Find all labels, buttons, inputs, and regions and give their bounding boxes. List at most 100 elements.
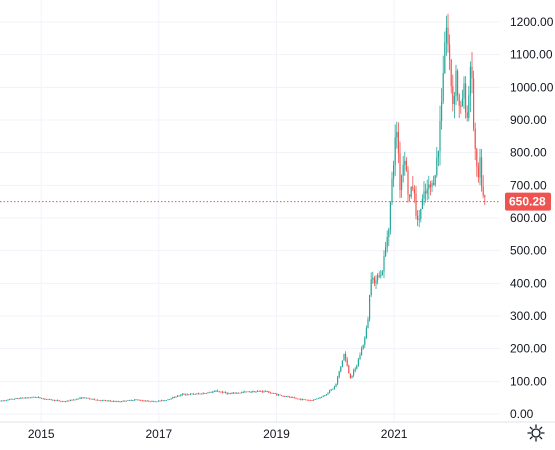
candle-down xyxy=(450,59,452,87)
candle-up xyxy=(92,398,94,400)
candle-up xyxy=(156,401,158,403)
candle-up xyxy=(461,98,463,107)
candle-down xyxy=(271,392,273,394)
candle-down xyxy=(49,399,51,400)
candle-up xyxy=(285,396,287,397)
candle-up xyxy=(79,397,81,399)
candle-up xyxy=(85,397,87,399)
candle-up xyxy=(445,27,447,43)
candle-down xyxy=(460,105,462,107)
candle-down xyxy=(245,391,247,393)
candle-up xyxy=(330,389,332,391)
candle-up xyxy=(431,183,433,188)
candle-down xyxy=(89,398,91,400)
candle-down xyxy=(345,353,347,360)
candle-down xyxy=(105,400,107,402)
candle-down xyxy=(284,396,286,397)
y-tick-label: 700.00 xyxy=(510,178,547,192)
y-tick-label: 500.00 xyxy=(510,244,547,258)
candle-up xyxy=(108,400,110,402)
candle-down xyxy=(308,400,310,401)
candle-down xyxy=(292,397,294,398)
candle-up xyxy=(121,401,123,403)
y-tick-label: 900.00 xyxy=(510,113,547,127)
candle-up xyxy=(354,368,356,371)
candle-down xyxy=(217,391,219,392)
candle-up xyxy=(161,400,163,402)
candle-up xyxy=(116,401,118,403)
x-tick-label: 2021 xyxy=(381,427,408,441)
candle-up xyxy=(9,399,11,401)
candle-down xyxy=(18,398,20,400)
candle-up xyxy=(186,394,188,396)
candle-up xyxy=(463,83,465,99)
candle-down xyxy=(234,392,236,394)
candle-down xyxy=(12,398,14,400)
candle-up xyxy=(327,392,329,395)
candle-up xyxy=(196,393,198,395)
candle-down xyxy=(413,189,415,194)
candle-up xyxy=(377,275,379,281)
candle-down xyxy=(281,395,283,396)
candle-down xyxy=(433,183,435,185)
candle-up xyxy=(252,391,254,393)
candle-up xyxy=(7,399,9,401)
candle-down xyxy=(173,397,175,399)
candle-up xyxy=(42,398,44,400)
candle-up xyxy=(442,73,444,102)
candle-up xyxy=(396,132,398,138)
candle-up xyxy=(77,398,79,400)
candle-down xyxy=(295,398,297,399)
candle-up xyxy=(194,394,196,395)
candle-down xyxy=(153,401,155,402)
candle-up xyxy=(15,398,17,399)
candle-down xyxy=(34,397,36,399)
candle-down xyxy=(221,391,223,393)
candle-up xyxy=(199,393,201,395)
candle-down xyxy=(237,392,239,394)
candle-down xyxy=(476,148,478,167)
candle-up xyxy=(241,392,243,394)
candle-down xyxy=(138,399,140,401)
chart-settings-button[interactable] xyxy=(525,422,547,444)
candle-down xyxy=(458,94,460,106)
candle-up xyxy=(340,366,342,372)
candle-down xyxy=(103,400,105,402)
candle-up xyxy=(2,400,4,402)
candle-up xyxy=(154,401,156,403)
x-axis[interactable]: 2015 2017 2019 2021 xyxy=(28,427,408,441)
candle-up xyxy=(367,319,369,329)
y-axis[interactable]: 0.00 100.00 200.00 300.00 400.00 500.00 600.00… xyxy=(510,15,554,421)
candle-down xyxy=(109,400,111,402)
candle-down xyxy=(449,44,451,60)
candle-down xyxy=(484,195,486,197)
candle-down xyxy=(279,394,281,396)
candle-up xyxy=(164,400,166,402)
candle-up xyxy=(26,397,28,399)
candle-down xyxy=(429,184,431,188)
candle-up xyxy=(329,390,331,393)
candle-up xyxy=(145,400,147,402)
candle-up xyxy=(257,391,259,392)
candle-up xyxy=(436,157,438,176)
candle-down xyxy=(53,399,55,401)
candle-up xyxy=(0,400,1,402)
candle-down xyxy=(183,393,185,395)
candle-down xyxy=(71,399,73,401)
candle-up xyxy=(389,202,391,230)
candle-up xyxy=(361,348,363,356)
candle-up xyxy=(423,191,425,199)
y-tick-label: 600.00 xyxy=(510,211,547,225)
candle-down xyxy=(21,397,23,399)
candle-down xyxy=(373,277,375,284)
candle-down xyxy=(249,391,251,393)
candle-down xyxy=(60,400,62,402)
candle-down xyxy=(45,399,47,400)
candle-down xyxy=(100,400,102,402)
candle-up xyxy=(319,397,321,399)
candle-up xyxy=(380,275,382,277)
candle-up xyxy=(381,271,383,276)
candle-down xyxy=(81,397,83,399)
candle-up xyxy=(453,96,455,104)
candle-up xyxy=(434,175,436,185)
